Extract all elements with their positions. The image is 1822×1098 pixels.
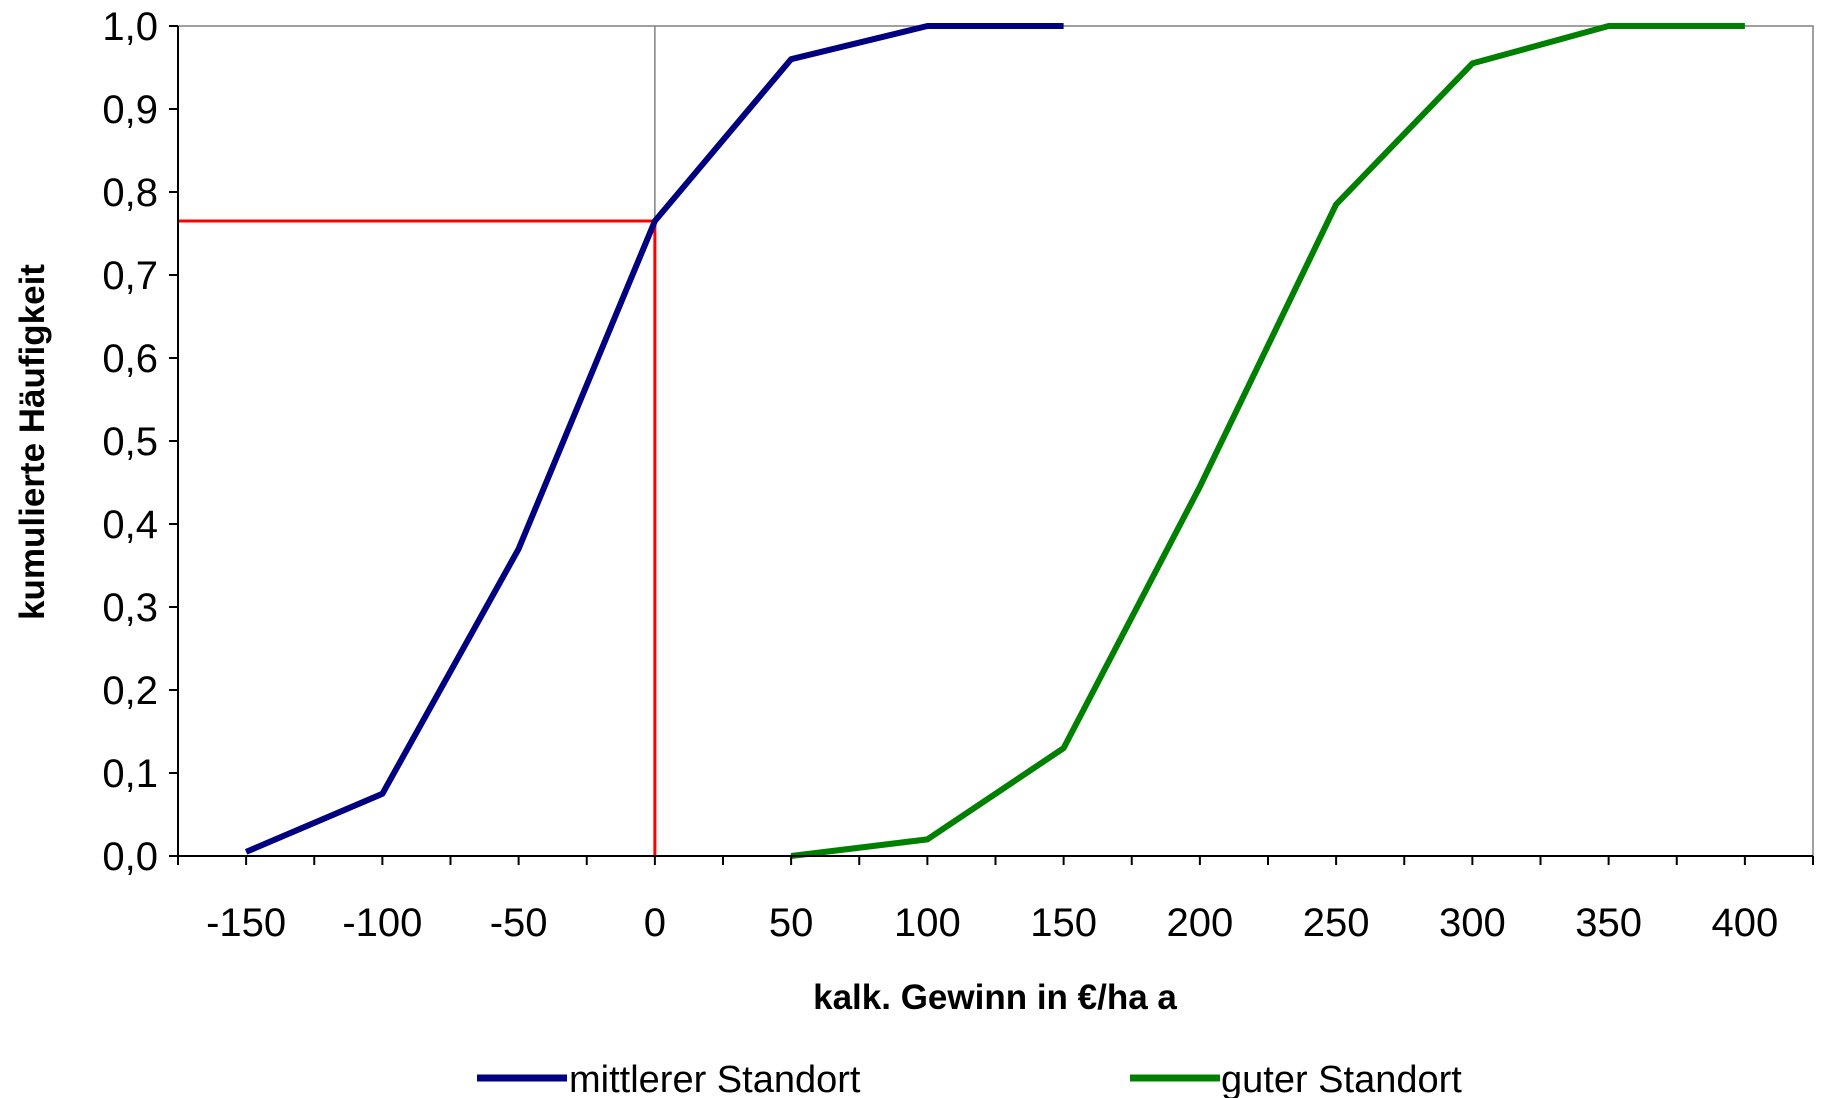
x-tick-label: -150: [206, 901, 286, 945]
x-tick-label: -50: [490, 901, 548, 945]
x-tick-label: 250: [1303, 901, 1370, 945]
y-tick-label: 0,3: [102, 586, 158, 630]
legend-label-guter-standort: guter Standort: [1221, 1059, 1462, 1098]
reference-lines: [178, 219, 657, 856]
y-tick-label: 0,5: [102, 420, 158, 464]
y-tick-label: 0,4: [102, 503, 158, 547]
y-tick-label: 0,9: [102, 88, 158, 132]
axes-layer: [169, 25, 1814, 865]
y-tick-label: 1,0: [102, 5, 158, 49]
x-tick-label: 400: [1712, 901, 1779, 945]
x-tick-label: 200: [1167, 901, 1234, 945]
x-tick-label: 150: [1030, 901, 1097, 945]
series-layer: [244, 23, 1745, 859]
series-line-1: [790, 23, 1745, 859]
y-tick-label: 0,8: [102, 171, 158, 215]
y-tick-label: 0,6: [102, 337, 158, 381]
x-tick-label: -100: [342, 901, 422, 945]
plot-frame: [177, 25, 1814, 857]
legend-label-mittlerer-standort: mittlerer Standort: [569, 1059, 861, 1098]
y-axis-title: kumulierte Häufigkeit: [13, 264, 52, 620]
x-tick-label: 300: [1439, 901, 1506, 945]
x-tick-label: 0: [644, 901, 666, 945]
legend: mittlerer Standort guter Standort: [477, 1059, 1462, 1098]
y-tick-label: 0,2: [102, 669, 158, 713]
x-tick-label: 100: [894, 901, 961, 945]
y-tick-label: 0,7: [102, 254, 158, 298]
y-tick-labels: 0,0 0,1 0,2 0,3 0,4 0,5 0,6 0,7 0,8 0,9 1,0: [102, 5, 158, 879]
x-axis-title: kalk. Gewinn in €/ha a: [813, 978, 1177, 1017]
x-tick-labels: -150 -100 -50 0 50 100 150 200 250 300 350 400: [206, 901, 1778, 945]
series-line-0: [244, 23, 1064, 855]
plot-border: [177, 25, 1814, 857]
y-tick-label: 0,1: [102, 752, 158, 796]
x-tick-label: 50: [769, 901, 814, 945]
y-tick-label: 0,0: [102, 835, 158, 879]
x-tick-label: 350: [1575, 901, 1642, 945]
